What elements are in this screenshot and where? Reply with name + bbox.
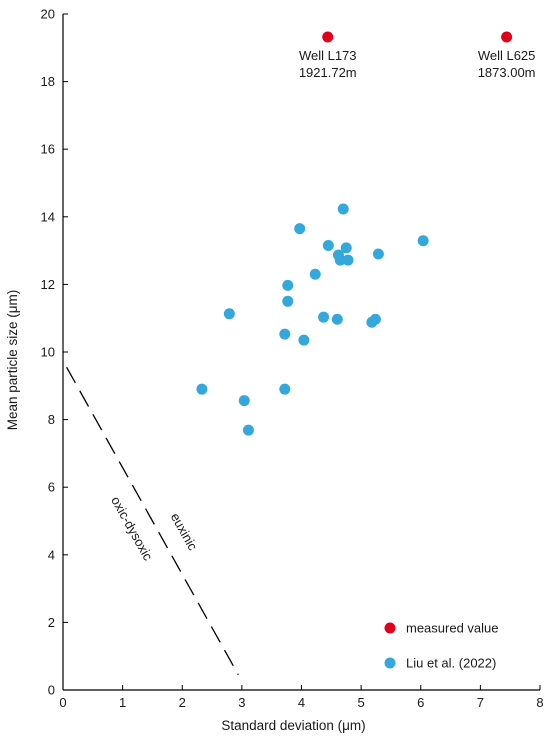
oxic-dysoxic-label: oxic-dysoxic [108, 494, 156, 564]
euxinic-label: euxinic [168, 510, 201, 553]
point-label-depth: 1921.72m [299, 65, 357, 80]
legend-label: measured value [406, 621, 499, 636]
y-tick-label: 12 [41, 277, 55, 292]
point-annotations: Well L173 1921.72m Well L625 1873.00m [299, 48, 536, 80]
point-label-well: Well L173 [299, 48, 357, 63]
liu-2022-point [322, 240, 334, 252]
boundary-dashed-line [66, 366, 239, 676]
x-tick-label: 4 [298, 695, 305, 710]
x-tick-label: 2 [179, 695, 186, 710]
liu-2022-point [372, 248, 384, 260]
x-axis-title: Standard deviation (μm) [221, 718, 365, 733]
x-tick-label: 0 [59, 695, 66, 710]
data-points [196, 31, 513, 436]
liu-2022-point [238, 395, 250, 407]
liu-2022-point [282, 279, 294, 291]
point-label-well: Well L625 [478, 48, 536, 63]
y-axis-title: Mean particle size (μm) [5, 290, 20, 431]
legend-marker [384, 622, 396, 634]
measured-value-point [322, 31, 334, 43]
x-tick-label: 6 [417, 695, 424, 710]
x-tick-label: 5 [358, 695, 365, 710]
y-tick-label: 8 [48, 412, 55, 427]
liu-2022-point [282, 295, 294, 307]
liu-2022-point [294, 223, 306, 235]
liu-2022-point [223, 308, 235, 320]
y-tick-label: 14 [41, 209, 55, 224]
liu-2022-point [196, 383, 208, 395]
liu-2022-point [298, 334, 310, 346]
x-tick-label: 3 [238, 695, 245, 710]
point-label-depth: 1873.00m [478, 65, 536, 80]
x-tick-label: 7 [477, 695, 484, 710]
y-tick-label: 20 [41, 7, 55, 22]
legend-marker [384, 657, 396, 669]
y-tick-label: 4 [48, 547, 55, 562]
measured-value-point [501, 31, 513, 43]
liu-2022-point [417, 235, 429, 247]
liu-2022-point [369, 313, 381, 325]
x-tick-label: 1 [119, 695, 126, 710]
liu-2022-point [331, 313, 343, 325]
liu-2022-point [340, 242, 352, 254]
y-tick-label: 16 [41, 142, 55, 157]
y-tick-label: 2 [48, 615, 55, 630]
legend: measured value Liu et al. (2022) [384, 621, 499, 671]
liu-2022-point [342, 254, 354, 266]
legend-label: Liu et al. (2022) [406, 656, 496, 671]
liu-2022-point [337, 203, 349, 215]
liu-2022-point [279, 383, 291, 395]
liu-2022-point [318, 311, 330, 323]
liu-2022-point [309, 268, 321, 280]
boundary-line-group: oxic-dysoxic euxinic [66, 366, 239, 676]
x-tick-label: 8 [536, 695, 543, 710]
liu-2022-point [279, 328, 291, 340]
y-tick-label: 10 [41, 345, 55, 360]
liu-2022-point [334, 254, 346, 266]
y-tick-label: 0 [48, 683, 55, 698]
y-tick-label: 18 [41, 74, 55, 89]
y-tick-label: 6 [48, 480, 55, 495]
liu-2022-point [242, 424, 254, 436]
